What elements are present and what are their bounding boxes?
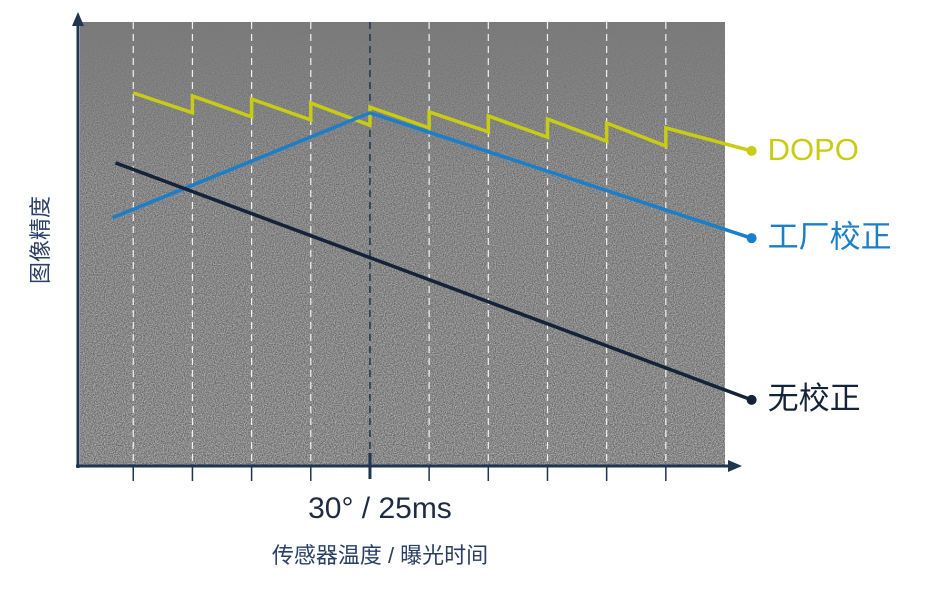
series-label: 无校正	[768, 381, 861, 416]
end-dot	[746, 233, 757, 244]
series-label: DOPO	[768, 132, 859, 167]
end-dot	[746, 145, 757, 156]
plot-fade	[80, 22, 725, 465]
x-axis-label: 传感器温度 / 曝光时间	[272, 543, 488, 568]
end-dot	[746, 394, 757, 405]
series-line	[114, 161, 753, 402]
y-axis-arrow	[72, 12, 84, 26]
marker-label: 30° / 25ms	[308, 492, 452, 525]
series-line	[132, 91, 753, 153]
x-axis-arrow	[728, 460, 742, 472]
y-axis-label: 图像精度	[28, 196, 53, 284]
series-line	[111, 110, 753, 240]
series-label: 工厂校正	[768, 219, 892, 254]
